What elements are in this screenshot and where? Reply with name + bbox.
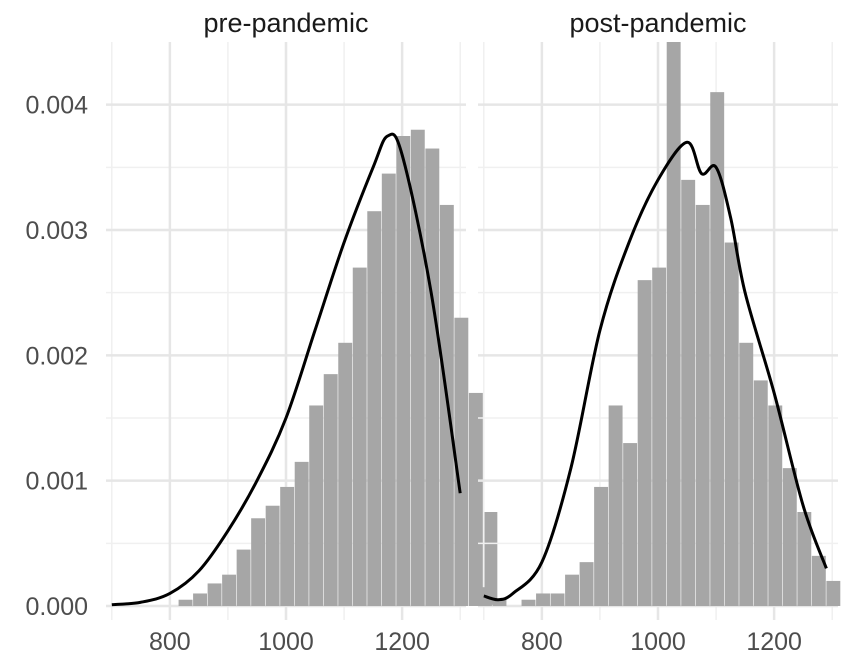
histogram-bar	[695, 204, 710, 606]
histogram-bars-post-pandemic	[478, 42, 841, 607]
histogram-bar	[338, 342, 353, 606]
histogram-bar	[753, 380, 768, 606]
histogram-bar	[367, 211, 382, 606]
histogram-bar	[178, 599, 193, 606]
x-tick-label: 800	[521, 628, 563, 656]
histogram-bar	[536, 593, 550, 606]
histogram-bar	[454, 317, 469, 606]
histogram-bar	[710, 92, 725, 607]
y-axis-labels: 0.000 0.001 0.002 0.003 0.004	[25, 92, 88, 621]
histogram-bar	[521, 599, 536, 606]
histogram-bar	[425, 148, 440, 607]
histogram-bar	[483, 512, 498, 606]
histogram-bar	[623, 443, 638, 606]
facet-title-pre-pandemic: pre-pandemic	[203, 8, 368, 38]
histogram-bar	[768, 405, 783, 606]
histogram-bar	[207, 583, 222, 606]
histogram-bar	[681, 179, 696, 606]
y-tick-label: 0.002	[25, 342, 88, 370]
density-curve-pre-pandemic	[111, 132, 462, 607]
histogram-bar	[410, 129, 425, 606]
histogram-bar	[666, 42, 681, 606]
histogram-bar	[724, 242, 739, 607]
histogram-bar	[579, 562, 594, 606]
histogram-bar	[608, 405, 623, 606]
x-tick-label: 1000	[258, 628, 314, 656]
histogram-bar	[797, 512, 812, 606]
histogram-bar	[811, 555, 826, 606]
histogram-bar	[309, 405, 324, 606]
histogram-bar	[739, 342, 754, 606]
x-tick-label: 1200	[374, 628, 430, 656]
y-tick-label: 0.004	[25, 92, 88, 120]
x-axis-labels-post-pandemic: 800 1000 1200	[521, 628, 802, 656]
facet-pre-pandemic: 800 1000 1200 pre-pandemic	[106, 8, 498, 656]
y-tick-label: 0.001	[25, 468, 88, 496]
density-curve-post-pandemic	[483, 140, 828, 602]
histogram-bar	[236, 549, 251, 606]
histogram-bar	[280, 486, 295, 606]
histogram-bar	[381, 173, 396, 606]
x-tick-label: 1200	[746, 628, 802, 656]
histogram-bar	[565, 574, 580, 606]
histogram-bar	[594, 486, 609, 606]
histogram-bar	[222, 574, 237, 606]
x-axis-labels-pre-pandemic: 800 1000 1200	[149, 628, 430, 656]
facet-title-post-pandemic: post-pandemic	[569, 8, 746, 38]
histogram-bar	[637, 280, 652, 606]
y-tick-label: 0.003	[25, 217, 88, 245]
x-tick-label: 800	[149, 628, 191, 656]
histogram-bar	[550, 593, 565, 606]
histogram-bar	[251, 518, 266, 606]
x-tick-label: 1000	[630, 628, 686, 656]
histogram-bar	[782, 468, 797, 606]
histogram-bar	[265, 505, 280, 606]
histogram-bar	[826, 580, 841, 606]
histogram-bar	[323, 374, 338, 606]
facet-post-pandemic: 800 1000 1200 post-pandemic	[478, 8, 841, 656]
histogram-bar	[294, 461, 309, 606]
histogram-bar	[468, 392, 483, 606]
histogram-bar	[193, 593, 208, 606]
histogram-bar	[352, 267, 367, 606]
y-tick-label: 0.000	[25, 593, 88, 621]
histogram-bar	[652, 267, 667, 606]
histogram-bar	[492, 599, 507, 606]
histogram-bar	[396, 136, 411, 606]
